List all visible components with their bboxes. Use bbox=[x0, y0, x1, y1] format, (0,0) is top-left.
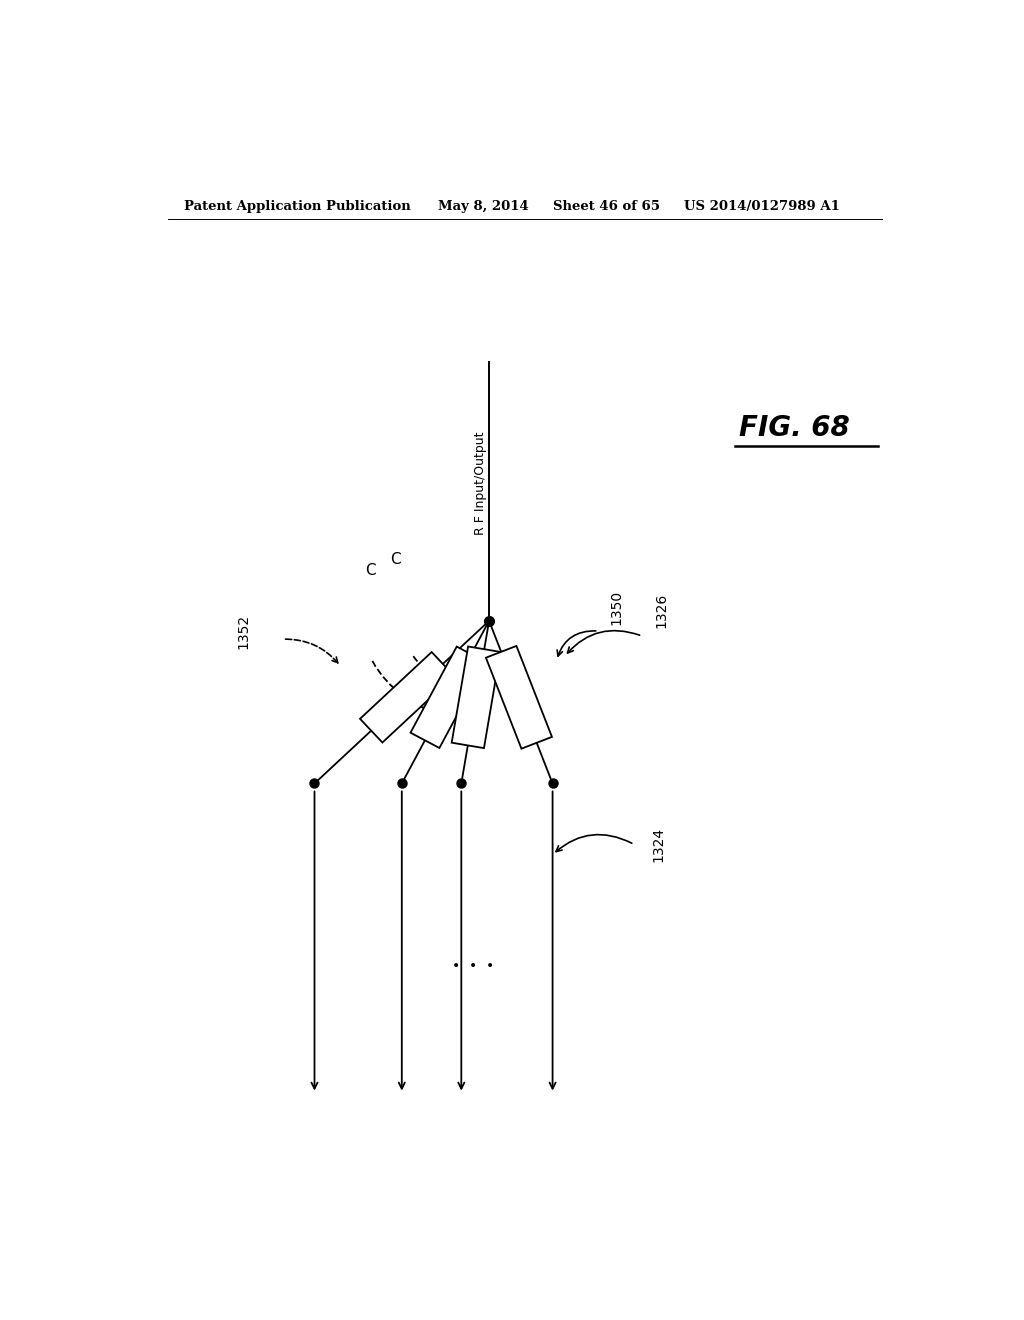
Text: May 8, 2014: May 8, 2014 bbox=[437, 199, 528, 213]
Text: Sheet 46 of 65: Sheet 46 of 65 bbox=[553, 199, 659, 213]
Text: C: C bbox=[365, 562, 376, 578]
Text: FIG. 68: FIG. 68 bbox=[739, 413, 850, 442]
Text: 1350: 1350 bbox=[609, 590, 623, 626]
Text: US 2014/0127989 A1: US 2014/0127989 A1 bbox=[684, 199, 840, 213]
Polygon shape bbox=[360, 652, 454, 743]
Text: R F Input/Output: R F Input/Output bbox=[474, 432, 486, 536]
Text: Patent Application Publication: Patent Application Publication bbox=[183, 199, 411, 213]
Text: C: C bbox=[390, 552, 400, 568]
Text: 1352: 1352 bbox=[237, 614, 250, 648]
Polygon shape bbox=[452, 647, 501, 748]
Polygon shape bbox=[411, 647, 485, 748]
Text: 1324: 1324 bbox=[651, 826, 666, 862]
Polygon shape bbox=[486, 645, 552, 748]
Text: 1326: 1326 bbox=[654, 593, 669, 628]
Text: •  •  •: • • • bbox=[452, 960, 495, 973]
